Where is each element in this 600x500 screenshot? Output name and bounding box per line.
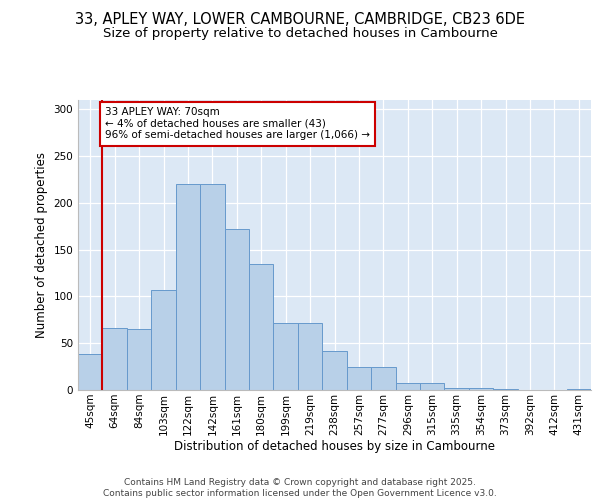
Text: Contains HM Land Registry data © Crown copyright and database right 2025.
Contai: Contains HM Land Registry data © Crown c… <box>103 478 497 498</box>
Bar <box>176 184 200 390</box>
Bar <box>493 389 518 390</box>
Bar <box>200 184 224 390</box>
Bar <box>78 354 103 390</box>
Bar <box>371 366 395 390</box>
X-axis label: Distribution of detached houses by size in Cambourne: Distribution of detached houses by size … <box>174 440 495 454</box>
Bar <box>103 328 127 390</box>
Bar <box>347 366 371 390</box>
Bar <box>151 290 176 390</box>
Bar <box>274 322 298 390</box>
Bar <box>224 229 249 390</box>
Y-axis label: Number of detached properties: Number of detached properties <box>35 152 48 338</box>
Bar <box>298 322 322 390</box>
Bar <box>127 329 151 390</box>
Text: 33 APLEY WAY: 70sqm
← 4% of detached houses are smaller (43)
96% of semi-detache: 33 APLEY WAY: 70sqm ← 4% of detached hou… <box>105 108 370 140</box>
Bar <box>469 388 493 390</box>
Bar <box>249 264 274 390</box>
Text: 33, APLEY WAY, LOWER CAMBOURNE, CAMBRIDGE, CB23 6DE: 33, APLEY WAY, LOWER CAMBOURNE, CAMBRIDG… <box>75 12 525 28</box>
Bar <box>420 384 445 390</box>
Text: Size of property relative to detached houses in Cambourne: Size of property relative to detached ho… <box>103 28 497 40</box>
Bar <box>322 350 347 390</box>
Bar <box>395 384 420 390</box>
Bar <box>445 388 469 390</box>
Bar <box>566 389 591 390</box>
